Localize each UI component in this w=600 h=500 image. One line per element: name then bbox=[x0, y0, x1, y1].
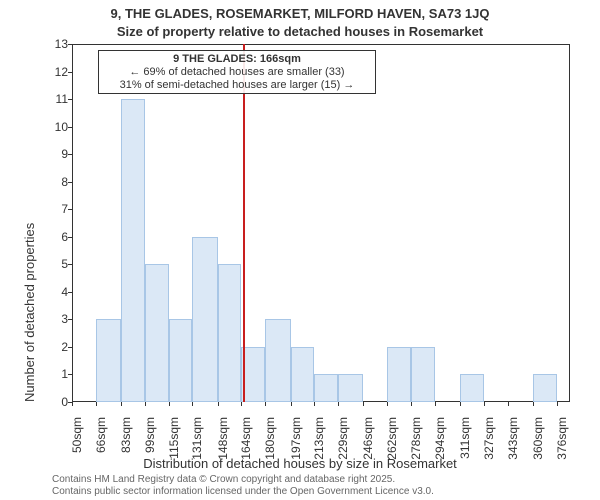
histogram-bar bbox=[218, 264, 242, 402]
y-tick-label: 8 bbox=[46, 175, 68, 189]
footer-line2: Contains public sector information licen… bbox=[52, 486, 434, 497]
x-tick-mark bbox=[435, 402, 436, 406]
x-tick-mark bbox=[484, 402, 485, 406]
x-tick-label: 131sqm bbox=[190, 417, 204, 460]
y-tick-mark bbox=[68, 319, 72, 320]
x-tick-mark bbox=[338, 402, 339, 406]
histogram-bar bbox=[145, 264, 169, 402]
y-tick-label: 6 bbox=[46, 230, 68, 244]
x-tick-mark bbox=[387, 402, 388, 406]
chart-container: 9, THE GLADES, ROSEMARKET, MILFORD HAVEN… bbox=[0, 0, 600, 500]
histogram-bar bbox=[338, 374, 363, 402]
x-tick-label: 278sqm bbox=[409, 417, 423, 460]
x-tick-label: 213sqm bbox=[312, 417, 326, 460]
y-tick-mark bbox=[68, 209, 72, 210]
y-tick-label: 7 bbox=[46, 202, 68, 216]
x-tick-mark bbox=[411, 402, 412, 406]
x-tick-label: 327sqm bbox=[482, 417, 496, 460]
x-tick-mark bbox=[96, 402, 97, 406]
x-tick-label: 164sqm bbox=[239, 417, 253, 460]
x-tick-label: 115sqm bbox=[167, 417, 181, 459]
annotation-box: 9 THE GLADES: 166sqm ← 69% of detached h… bbox=[98, 50, 376, 94]
x-tick-mark bbox=[72, 402, 73, 406]
chart-title-line2: Size of property relative to detached ho… bbox=[0, 24, 600, 39]
x-tick-label: 229sqm bbox=[336, 417, 350, 460]
x-tick-label: 148sqm bbox=[216, 417, 230, 460]
y-axis-title: Number of detached properties bbox=[22, 223, 37, 402]
x-tick-mark bbox=[218, 402, 219, 406]
y-tick-label: 1 bbox=[46, 367, 68, 381]
y-tick-mark bbox=[68, 154, 72, 155]
x-tick-label: 343sqm bbox=[506, 417, 520, 460]
annotation-line1: ← 69% of detached houses are smaller (33… bbox=[101, 66, 373, 79]
reference-line bbox=[243, 44, 245, 402]
x-tick-mark bbox=[145, 402, 146, 406]
x-tick-mark bbox=[508, 402, 509, 406]
histogram-bar bbox=[387, 347, 411, 402]
histogram-bar bbox=[314, 374, 338, 402]
y-tick-label: 2 bbox=[46, 340, 68, 354]
x-tick-label: 197sqm bbox=[289, 417, 303, 460]
y-tick-label: 3 bbox=[46, 312, 68, 326]
x-tick-mark bbox=[121, 402, 122, 406]
y-tick-label: 9 bbox=[46, 147, 68, 161]
y-tick-mark bbox=[68, 182, 72, 183]
histogram-bar bbox=[411, 347, 435, 402]
y-tick-mark bbox=[68, 292, 72, 293]
x-tick-mark bbox=[169, 402, 170, 406]
x-tick-mark bbox=[241, 402, 242, 406]
y-tick-label: 13 bbox=[46, 37, 68, 51]
annotation-title: 9 THE GLADES: 166sqm bbox=[101, 53, 373, 66]
histogram-bar bbox=[265, 319, 290, 402]
y-tick-mark bbox=[68, 237, 72, 238]
y-tick-mark bbox=[68, 72, 72, 73]
y-tick-label: 0 bbox=[46, 395, 68, 409]
y-tick-mark bbox=[68, 264, 72, 265]
histogram-bar bbox=[96, 319, 121, 402]
y-tick-label: 5 bbox=[46, 257, 68, 271]
histogram-bar bbox=[169, 319, 193, 402]
x-tick-label: 294sqm bbox=[433, 417, 447, 460]
x-tick-mark bbox=[557, 402, 558, 406]
x-tick-label: 262sqm bbox=[385, 417, 399, 460]
x-tick-mark bbox=[314, 402, 315, 406]
y-tick-label: 4 bbox=[46, 285, 68, 299]
x-tick-mark bbox=[533, 402, 534, 406]
x-tick-label: 99sqm bbox=[143, 417, 157, 453]
x-tick-mark bbox=[192, 402, 193, 406]
y-tick-label: 12 bbox=[46, 65, 68, 79]
x-tick-label: 83sqm bbox=[119, 417, 133, 453]
footer-line1: Contains HM Land Registry data © Crown c… bbox=[52, 474, 395, 485]
y-tick-label: 11 bbox=[46, 92, 68, 106]
x-tick-mark bbox=[265, 402, 266, 406]
y-tick-mark bbox=[68, 44, 72, 45]
x-tick-label: 246sqm bbox=[361, 417, 375, 460]
x-tick-label: 311sqm bbox=[458, 417, 472, 459]
histogram-bar bbox=[192, 237, 217, 402]
histogram-bar bbox=[121, 99, 145, 402]
x-tick-label: 50sqm bbox=[70, 417, 84, 453]
y-tick-label: 10 bbox=[46, 120, 68, 134]
histogram-bar bbox=[460, 374, 484, 402]
histogram-bar bbox=[291, 347, 315, 402]
x-tick-label: 66sqm bbox=[94, 417, 108, 453]
x-tick-label: 376sqm bbox=[555, 417, 569, 460]
x-tick-label: 360sqm bbox=[531, 417, 545, 460]
x-tick-mark bbox=[460, 402, 461, 406]
y-tick-mark bbox=[68, 347, 72, 348]
y-tick-mark bbox=[68, 127, 72, 128]
x-tick-mark bbox=[291, 402, 292, 406]
x-tick-mark bbox=[363, 402, 364, 406]
chart-title-line1: 9, THE GLADES, ROSEMARKET, MILFORD HAVEN… bbox=[0, 6, 600, 21]
x-tick-label: 180sqm bbox=[263, 417, 277, 460]
y-tick-mark bbox=[68, 374, 72, 375]
histogram-bar bbox=[533, 374, 557, 402]
annotation-line2: 31% of semi-detached houses are larger (… bbox=[101, 79, 373, 92]
y-tick-mark bbox=[68, 99, 72, 100]
